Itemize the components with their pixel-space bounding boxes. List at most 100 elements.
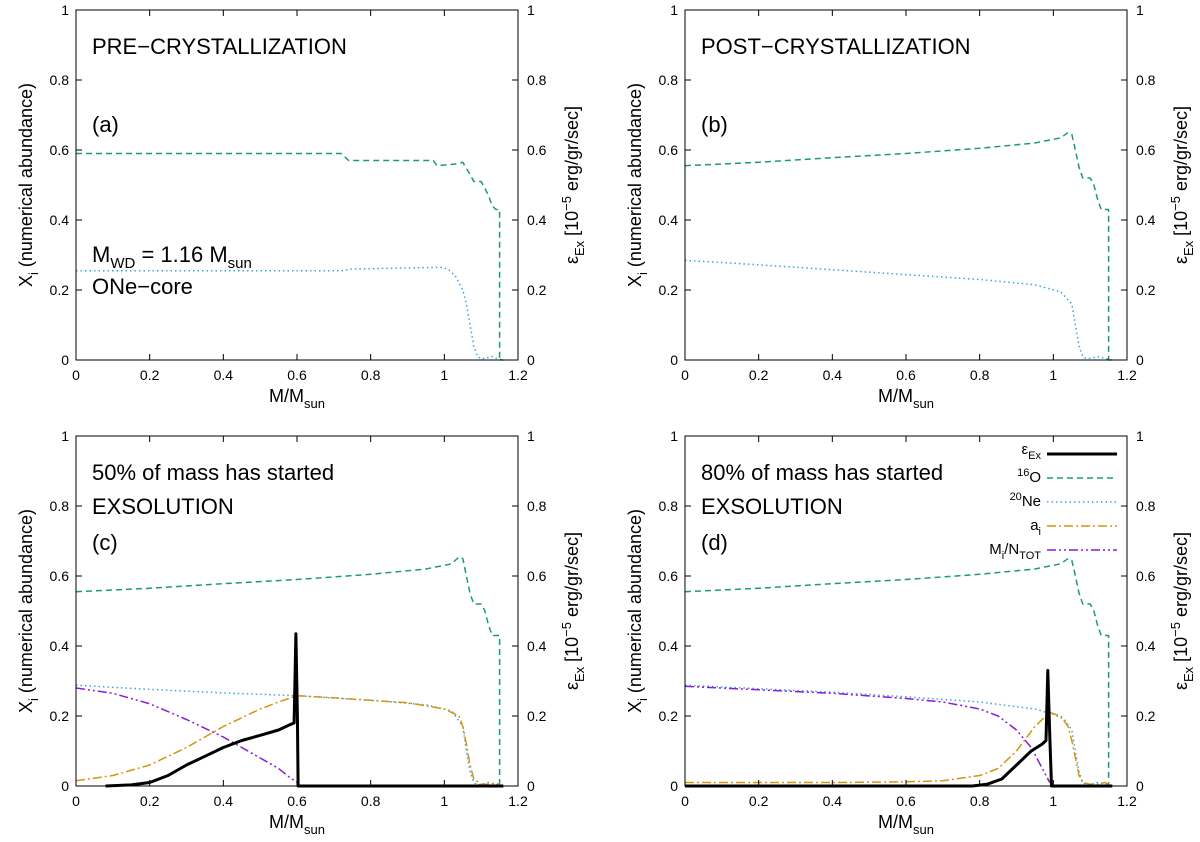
panel-d-y2tick-label-0: 0 (1136, 778, 1144, 794)
panel-c-y2tick-label-3: 0.6 (527, 568, 547, 584)
panel-b-y2tick-label-1: 0.2 (1136, 282, 1156, 298)
panel-d-xtick-label-0: 0 (681, 793, 689, 809)
panel-a-xtick-label-3: 0.6 (287, 367, 307, 383)
panel-b: 0 0.2 0.4 0.6 0.8 1 1.20 00.2 0.20.4 0.40.6 0.60.8… (625, 2, 1196, 411)
panel-c-ytick-label-3: 0.6 (50, 568, 70, 584)
panel-a: 0 0.2 0.4 0.6 0.8 1 1.20 00.2 0.20.4 0.40.6 0.60.8… (16, 2, 587, 411)
panel-b-xtick-label-0: 0 (681, 367, 689, 383)
panel-d-xtick-label-2: 0.4 (823, 793, 843, 809)
panel-a-y2tick-label-3: 0.6 (527, 142, 547, 158)
panel-d-y2tick-label-5: 1 (1136, 428, 1144, 444)
legend-label-o16: 16O (1017, 467, 1041, 486)
panel-d-ytick-label-4: 0.8 (659, 498, 679, 514)
panel-c-ytick-label-1: 0.2 (50, 708, 70, 724)
panel-a-xtick-label-6: 1.2 (508, 367, 528, 383)
panel-c-series-m-i-n-tot (75, 687, 298, 784)
panel-c-ytick-label-0: 0 (61, 778, 69, 794)
panel-c-xtick-label-2: 0.4 (214, 793, 234, 809)
panel-b-xtick-label-4: 0.8 (970, 367, 990, 383)
panel-a-xtick-label-2: 0.4 (214, 367, 234, 383)
legend-label-ai: ai (1030, 517, 1041, 538)
panel-c-y2tick-label-5: 1 (527, 428, 535, 444)
panel-b-title: POST−CRYSTALLIZATION (701, 34, 971, 59)
panel-c-ylabel-right: εEx [10−5 erg/gr/sec] (559, 532, 587, 690)
panel-a-title: PRE−CRYSTALLIZATION (92, 34, 347, 59)
panel-d-xtick-label-1: 0.2 (749, 793, 769, 809)
panel-b-y2tick-label-2: 0.4 (1136, 212, 1156, 228)
panel-c-ytick-label-4: 0.8 (50, 498, 70, 514)
panel-b-xtick-label-6: 1.2 (1117, 367, 1137, 383)
panel-d: 0 0.2 0.4 0.6 0.8 1 1.20 00.2 0.20.4 0.40.6 0.60.8… (625, 428, 1196, 837)
panel-d-y2tick-label-4: 0.8 (1136, 498, 1156, 514)
panel-a-ylabel-left: Xi (numerical abundance) (16, 83, 41, 287)
panel-a-y2tick-label-5: 1 (527, 2, 535, 18)
panel-c-series-ex (105, 632, 504, 788)
panel-d-xtick-label-3: 0.6 (896, 793, 916, 809)
legend-label-ex: εEx (1021, 441, 1041, 462)
panel-c-xlabel: M/Msun (269, 812, 325, 837)
panel-a-y2tick-label-4: 0.8 (527, 72, 547, 88)
panel-b-xtick-label-1: 0.2 (749, 367, 769, 383)
panel-c-series (75, 556, 504, 788)
panel-b-xlabel: M/Msun (878, 386, 934, 411)
panel-d-series-a-i (685, 711, 1109, 786)
panel-b-y2tick-label-5: 1 (1136, 2, 1144, 18)
panel-d-ytick-label-0: 0 (670, 778, 678, 794)
panel-d-y2tick-label-1: 0.2 (1136, 708, 1156, 724)
panel-b-series-16o (684, 131, 1113, 361)
panel-c-ylabel-left: Xi (numerical abundance) (16, 509, 41, 713)
panel-d-series (684, 557, 1113, 788)
panel-c-title-line2: EXSOLUTION (92, 494, 234, 519)
panel-b-xtick-label-5: 1 (1049, 367, 1057, 383)
panel-a-ytick-label-3: 0.6 (50, 142, 70, 158)
panel-a-series-20ne (76, 266, 504, 361)
panel-c-y2tick-label-0: 0 (527, 778, 535, 794)
legend-label-mn: Mi/NTOT (989, 541, 1041, 562)
panel-a-ytick-label-5: 1 (61, 2, 69, 18)
panel-d-ticks: 0 0.2 0.4 0.6 0.8 1 1.20 00.2 0.20.4 0.40.6 0.60.8… (659, 428, 1156, 809)
panel-c-xtick-label-0: 0 (72, 793, 80, 809)
panel-a-ytick-label-4: 0.8 (50, 72, 70, 88)
panel-a-mass-label: MWD = 1.16 Msun (92, 242, 252, 272)
legend-label-ne20: 20Ne (1010, 491, 1041, 510)
panel-a-ytick-label-2: 0.4 (50, 212, 70, 228)
panel-d-series-ex (685, 669, 1113, 788)
panel-c: 0 0.2 0.4 0.6 0.8 1 1.20 00.2 0.20.4 0.40.6 0.60.8… (16, 428, 587, 837)
panel-a-ticks: 0 0.2 0.4 0.6 0.8 1 1.20 00.2 0.20.4 0.40.6 0.60.8… (50, 2, 547, 383)
panel-d-y2tick-label-2: 0.4 (1136, 638, 1156, 654)
panel-c-series-16o (75, 556, 504, 787)
panel-b-letter: (b) (701, 112, 728, 137)
panel-d-xtick-label-5: 1 (1049, 793, 1057, 809)
panel-c-xtick-label-4: 0.8 (361, 793, 381, 809)
panel-a-y2tick-label-2: 0.4 (527, 212, 547, 228)
panel-a-ytick-label-0: 0 (61, 352, 69, 368)
panel-c-title: 50% of mass has started (92, 460, 334, 485)
panel-a-series (76, 152, 504, 361)
panel-b-ticks: 0 0.2 0.4 0.6 0.8 1 1.20 00.2 0.20.4 0.40.6 0.60.8… (659, 2, 1156, 383)
panel-b-y2tick-label-4: 0.8 (1136, 72, 1156, 88)
panel-d-ytick-label-1: 0.2 (659, 708, 679, 724)
panel-a-core-label: ONe−core (92, 274, 193, 299)
panel-b-y2tick-label-0: 0 (1136, 352, 1144, 368)
panel-b-ytick-label-5: 1 (670, 2, 678, 18)
panel-b-xtick-label-2: 0.4 (823, 367, 843, 383)
panel-c-xtick-label-6: 1.2 (508, 793, 528, 809)
panel-a-xtick-label-0: 0 (72, 367, 80, 383)
panel-d-letter: (d) (701, 530, 728, 555)
panel-a-xtick-label-4: 0.8 (361, 367, 381, 383)
panel-c-y2tick-label-1: 0.2 (527, 708, 547, 724)
panel-b-ylabel-left: Xi (numerical abundance) (625, 83, 650, 287)
panel-b-y2tick-label-3: 0.6 (1136, 142, 1156, 158)
panel-d-xlabel: M/Msun (878, 812, 934, 837)
panel-a-xtick-label-5: 1 (440, 367, 448, 383)
panel-d-title: 80% of mass has started (701, 460, 943, 485)
panel-c-xtick-label-1: 0.2 (140, 793, 160, 809)
panel-d-series-16o (684, 557, 1113, 787)
panel-b-xtick-label-3: 0.6 (896, 367, 916, 383)
panel-a-xlabel: M/Msun (269, 386, 325, 411)
panel-c-y2tick-label-4: 0.8 (527, 498, 547, 514)
panel-b-ytick-label-3: 0.6 (659, 142, 679, 158)
panel-d-ylabel-right: εEx [10−5 erg/gr/sec] (1168, 532, 1196, 690)
panel-c-ytick-label-5: 1 (61, 428, 69, 444)
